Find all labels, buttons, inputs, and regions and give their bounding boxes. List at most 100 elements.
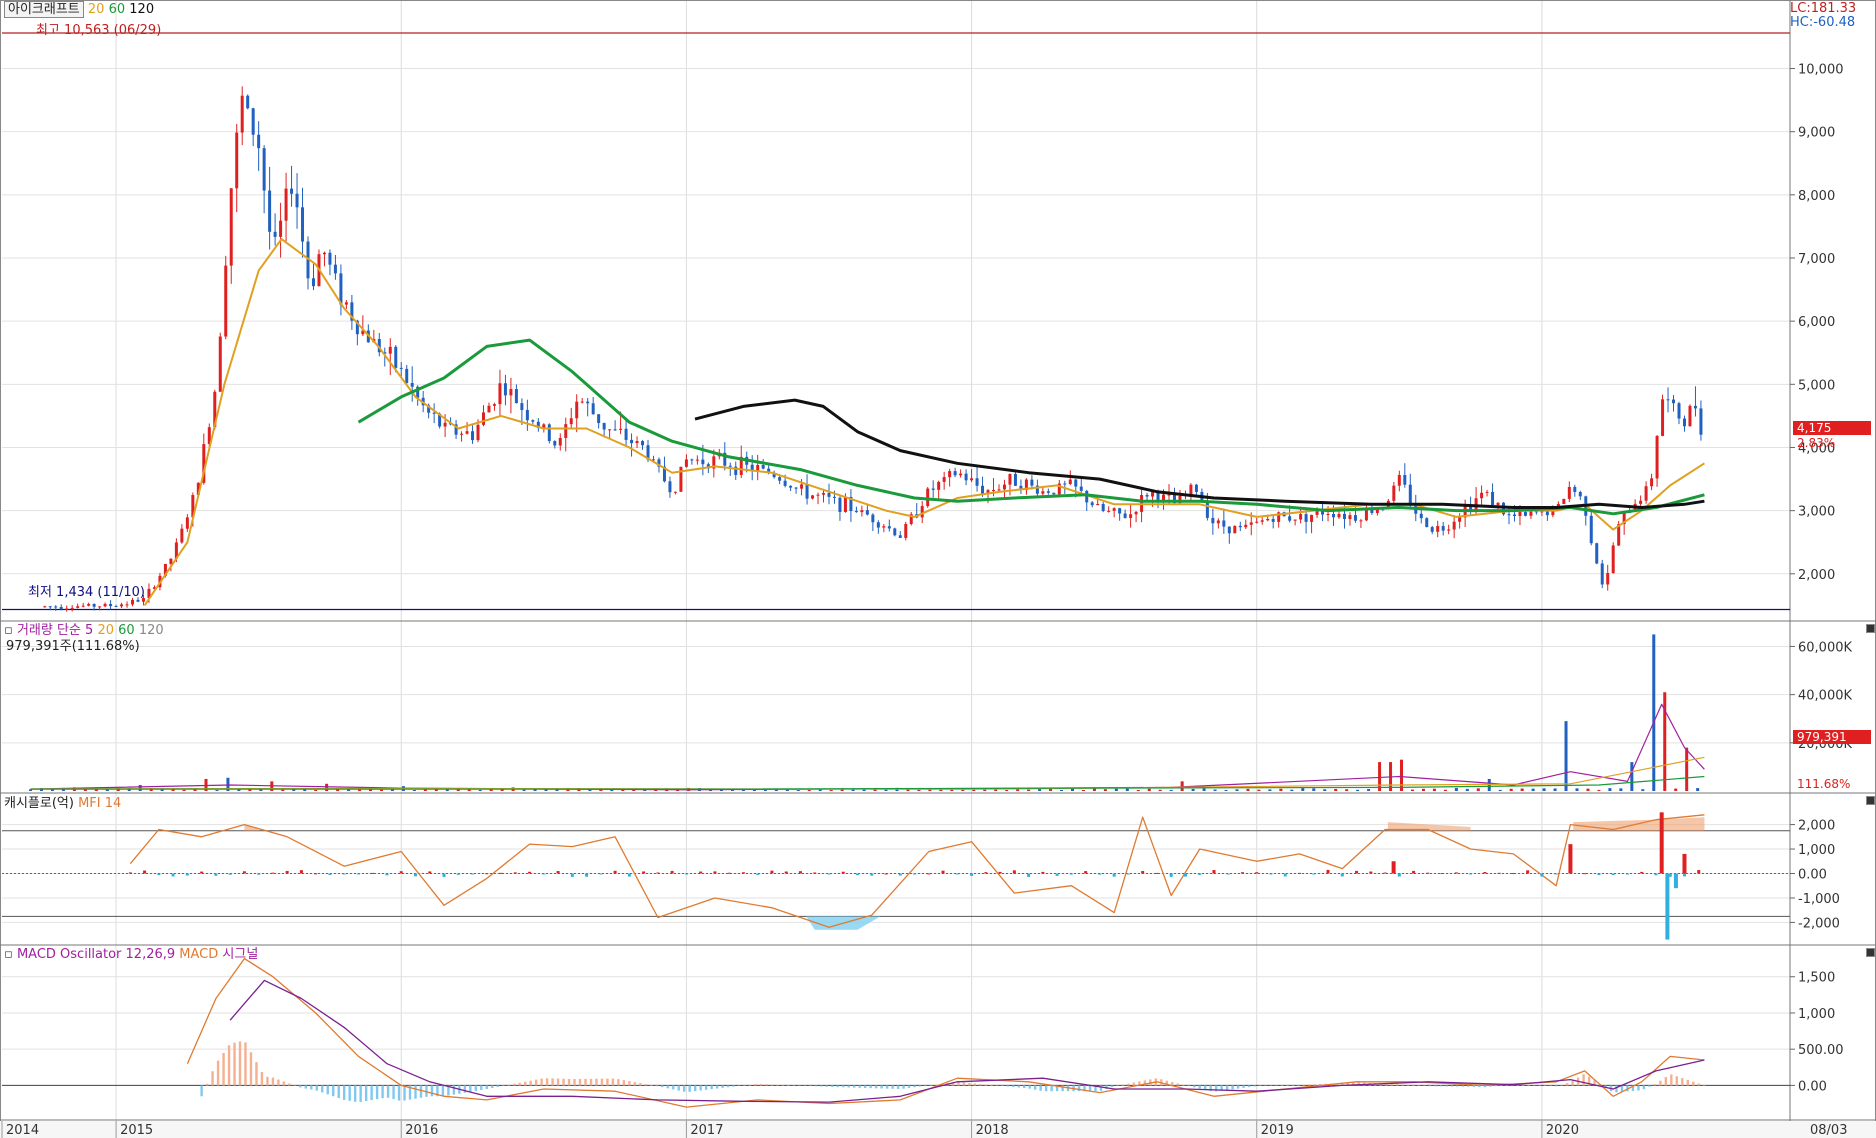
macd-oscillator-bar — [1675, 1076, 1679, 1086]
candle-body — [1090, 502, 1094, 506]
macd-oscillator-bar — [973, 1083, 977, 1086]
candle-body — [564, 424, 568, 438]
candle-body — [964, 473, 968, 481]
candle-body — [668, 481, 672, 493]
candle-body — [1068, 479, 1072, 485]
candle-body — [1545, 508, 1549, 516]
cashflow-minimize-icon[interactable] — [1866, 796, 1875, 805]
cashflow-bar — [1240, 872, 1244, 874]
macd-oscillator-bar — [244, 1042, 247, 1086]
cashflow-bar — [399, 871, 403, 874]
cashflow-bar — [299, 870, 303, 874]
candle-body — [1534, 511, 1538, 513]
candle-body — [728, 465, 732, 467]
macd-minimize-icon[interactable] — [1866, 948, 1875, 957]
macd-oscillator-bar — [1456, 1085, 1459, 1087]
volume-bar — [621, 789, 625, 791]
candle-body — [1299, 514, 1303, 520]
cashflow-title: 캐시플로(억) — [4, 796, 74, 811]
macd-oscillator-bar — [831, 1085, 834, 1087]
candle-body — [651, 459, 655, 461]
cashflow-bar — [1469, 873, 1473, 875]
candle-body — [1107, 510, 1111, 512]
candle-body — [1688, 405, 1692, 427]
vol-ma5-legend: 단순 5 — [56, 623, 94, 638]
candle-body — [997, 489, 1001, 491]
macd-oscillator-bar — [1132, 1082, 1136, 1086]
macd-oscillator-bar — [266, 1076, 269, 1086]
macd-oscillator-bar — [1593, 1080, 1596, 1086]
macd-oscillator-bar — [650, 1085, 653, 1086]
candle-body — [350, 302, 354, 321]
candle-body — [1271, 518, 1275, 522]
volume-bar — [358, 789, 362, 791]
macd-oscillator-bar — [754, 1084, 757, 1086]
macd-oscillator-bar — [1242, 1085, 1245, 1088]
cashflow-bar — [513, 872, 517, 874]
candle-body — [602, 423, 606, 430]
macd-title: MACD Oscillator 12,26,9 — [16, 947, 176, 962]
volume-bar — [544, 788, 548, 791]
candle-body — [1589, 515, 1593, 544]
candle-body — [410, 382, 414, 387]
volume-minimize-icon[interactable] — [1866, 624, 1875, 633]
candle-body — [131, 599, 135, 605]
candle-body — [273, 231, 277, 237]
macd-oscillator-bar — [1494, 1085, 1498, 1087]
volume-expand-icon[interactable]: ▫ — [4, 623, 13, 638]
macd-oscillator-bar — [1001, 1085, 1004, 1086]
cashflow-bar — [998, 871, 1002, 874]
macd-oscillator-bar — [238, 1041, 242, 1086]
candle-body — [1030, 479, 1034, 486]
macd-oscillator-bar — [222, 1052, 225, 1086]
candle-body — [1567, 486, 1571, 499]
candle-body — [1310, 514, 1314, 522]
macd-oscillator-bar — [1099, 1085, 1103, 1091]
cashflow-bar — [884, 873, 888, 875]
macd-oscillator-bar — [1428, 1085, 1432, 1087]
signal-legend: 시그널 — [222, 947, 259, 962]
candle-body — [981, 485, 985, 494]
volume-bar — [522, 789, 526, 791]
cashflow-bar — [1198, 873, 1202, 875]
macd-oscillator-bar — [1253, 1085, 1256, 1087]
candle-body — [597, 414, 601, 424]
stock-name-button[interactable]: 아이크래프트 — [4, 1, 84, 18]
macd-oscillator-bar — [1165, 1080, 1168, 1086]
candle-body — [1403, 474, 1407, 485]
macd-oscillator-bar — [721, 1085, 724, 1088]
macd-oscillator-bar — [617, 1079, 620, 1086]
macd-oscillator-bar — [693, 1085, 697, 1092]
candle-body — [432, 412, 436, 414]
candle-body — [1052, 492, 1056, 495]
cashflow-bar — [1312, 873, 1316, 875]
candle-body — [1337, 513, 1341, 518]
candle-body — [1151, 491, 1155, 497]
cashflow-bar — [157, 873, 161, 875]
y-tick-label: 0.00 — [1798, 868, 1827, 883]
macd-oscillator-bar — [332, 1085, 335, 1097]
macd-oscillator-bar — [1538, 1085, 1541, 1086]
macd-expand-icon[interactable]: ▫ — [4, 947, 13, 962]
ma20-legend: 20 — [87, 2, 105, 17]
cashflow-bar — [613, 870, 617, 874]
cashflow-bar — [1440, 873, 1444, 875]
macd-panel-header: ▫ MACD Oscillator 12,26,9 MACD 시그널 — [4, 947, 258, 962]
volume-bar — [259, 788, 263, 791]
volume-bar — [1323, 789, 1327, 791]
volume-bar — [972, 789, 976, 791]
candle-body — [1425, 518, 1429, 528]
candle-body — [454, 424, 458, 435]
last-price-tag: 4,175 — [1793, 421, 1871, 435]
macd-oscillator-bar — [1039, 1085, 1042, 1091]
macd-oscillator-bar — [600, 1078, 604, 1086]
candle-body — [103, 603, 107, 607]
macd-oscillator-bar — [1390, 1083, 1393, 1086]
cashflow-bar — [1298, 872, 1302, 874]
macd-oscillator-bar — [1012, 1085, 1015, 1087]
y-tick-label: 4,000 — [1798, 441, 1835, 456]
candle-body — [1211, 517, 1215, 524]
macd-oscillator-bar — [271, 1077, 275, 1086]
volume-bar — [1465, 788, 1469, 791]
